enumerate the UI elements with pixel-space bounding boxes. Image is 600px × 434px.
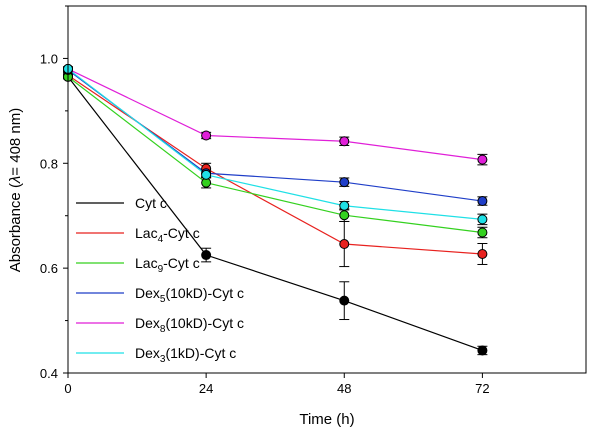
legend-label-part: Cyt c (135, 195, 167, 211)
x-tick-label: 48 (337, 381, 351, 396)
x-tick-label: 0 (64, 381, 71, 396)
data-point (339, 239, 350, 250)
legend-label-part: -Cyt c (163, 255, 200, 271)
data-point (339, 295, 350, 306)
x-tick-label: 72 (475, 381, 489, 396)
series-lines (67, 68, 483, 352)
legend-label: Dex5(10kD)-Cyt c (135, 285, 244, 305)
legend-label-part: (10kD)-Cyt c (165, 315, 244, 331)
legend-label: Lac9-Cyt c (135, 255, 200, 275)
x-tick-label: 24 (199, 381, 213, 396)
data-point (339, 210, 350, 221)
x-axis-title: Time (h) (299, 411, 354, 428)
data-point (477, 227, 488, 238)
data-point (477, 196, 488, 207)
legend-label-part: -Cyt c (163, 225, 200, 241)
legend-label-part: Lac (135, 255, 158, 271)
data-point (339, 136, 350, 147)
legend-label-subscript: 8 (160, 324, 166, 335)
legend-label-subscript: 4 (158, 234, 164, 245)
data-point (339, 200, 350, 211)
legend-label-subscript: 3 (160, 354, 166, 365)
y-tick-label: 1.0 (40, 51, 58, 66)
legend-label: Lac4-Cyt c (135, 225, 200, 245)
y-tick-label: 0.4 (40, 366, 58, 381)
data-point (201, 250, 212, 261)
y-axis-title: Absorbance (λ= 408 nm) (7, 108, 24, 273)
legend-label-part: (1kD)-Cyt c (165, 345, 236, 361)
legend-label-subscript: 5 (160, 294, 166, 305)
y-tick-label: 0.6 (40, 261, 58, 276)
x-axis-ticks: 0 24 48 72 (64, 373, 490, 396)
legend-label-part: Dex (135, 345, 160, 361)
data-point (201, 130, 212, 141)
data-point (477, 248, 488, 259)
data-point (477, 345, 488, 356)
error-bars (63, 66, 488, 356)
series-line (67, 76, 483, 352)
data-point (201, 169, 212, 180)
data-points (63, 63, 488, 356)
data-point (477, 154, 488, 165)
plot-frame (67, 5, 587, 374)
series-line (67, 76, 483, 234)
data-point (477, 214, 488, 225)
y-tick-label: 0.8 (40, 156, 58, 171)
legend-label-part: (10kD)-Cyt c (165, 285, 244, 301)
series-line (67, 68, 483, 161)
series-line (67, 68, 483, 220)
legend-label-part: Lac (135, 225, 158, 241)
legend-label-part: Dex (135, 315, 160, 331)
legend-label-subscript: 9 (158, 264, 164, 275)
data-point (339, 177, 350, 188)
series-line (67, 69, 483, 202)
series-line (67, 74, 483, 255)
legend-label: Dex3(1kD)-Cyt c (135, 345, 236, 365)
y-axis-ticks: 0.4 0.6 0.8 1.0 (40, 5, 68, 381)
legend-label-part: Dex (135, 285, 160, 301)
legend-label: Cyt c (135, 195, 167, 211)
legend-label: Dex8(10kD)-Cyt c (135, 315, 244, 335)
